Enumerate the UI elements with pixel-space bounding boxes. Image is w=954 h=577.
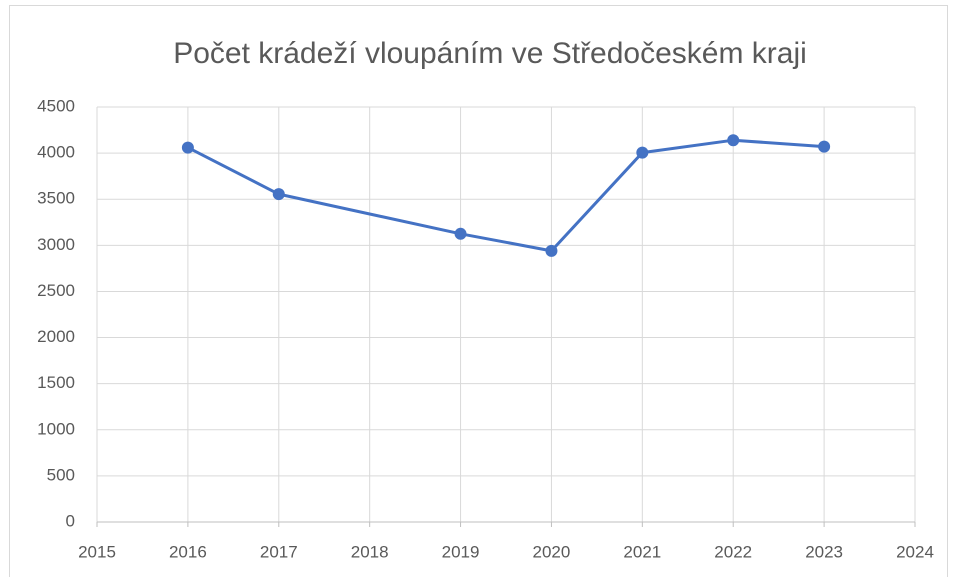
y-tick-label: 2500	[37, 281, 75, 300]
x-tick-label: 2022	[714, 542, 752, 561]
x-tick-label: 2018	[351, 542, 389, 561]
x-tick-label: 2019	[442, 542, 480, 561]
data-point	[818, 140, 831, 153]
data-point	[272, 188, 285, 201]
y-tick-label: 4500	[37, 96, 75, 115]
data-point	[181, 141, 194, 154]
data-point	[454, 227, 467, 240]
y-tick-label: 500	[47, 465, 75, 484]
y-tick-label: 1000	[37, 419, 75, 438]
x-tick-label: 2016	[169, 542, 207, 561]
y-tick-label: 3000	[37, 235, 75, 254]
y-tick-label: 0	[66, 511, 75, 530]
data-point	[545, 244, 558, 257]
x-tick-label: 2024	[896, 542, 934, 561]
y-tick-label: 1500	[37, 373, 75, 392]
data-point	[636, 146, 649, 159]
chart-title: Počet krádeží vloupáním ve Středočeském …	[173, 37, 807, 70]
y-tick-label: 3500	[37, 189, 75, 208]
y-tick-label: 4000	[37, 143, 75, 162]
x-tick-label: 2015	[78, 542, 116, 561]
y-tick-label: 2000	[37, 327, 75, 346]
x-tick-label: 2020	[533, 542, 571, 561]
x-tick-label: 2021	[623, 542, 661, 561]
data-point	[727, 134, 740, 147]
x-tick-label: 2017	[260, 542, 298, 561]
x-tick-label: 2023	[805, 542, 843, 561]
